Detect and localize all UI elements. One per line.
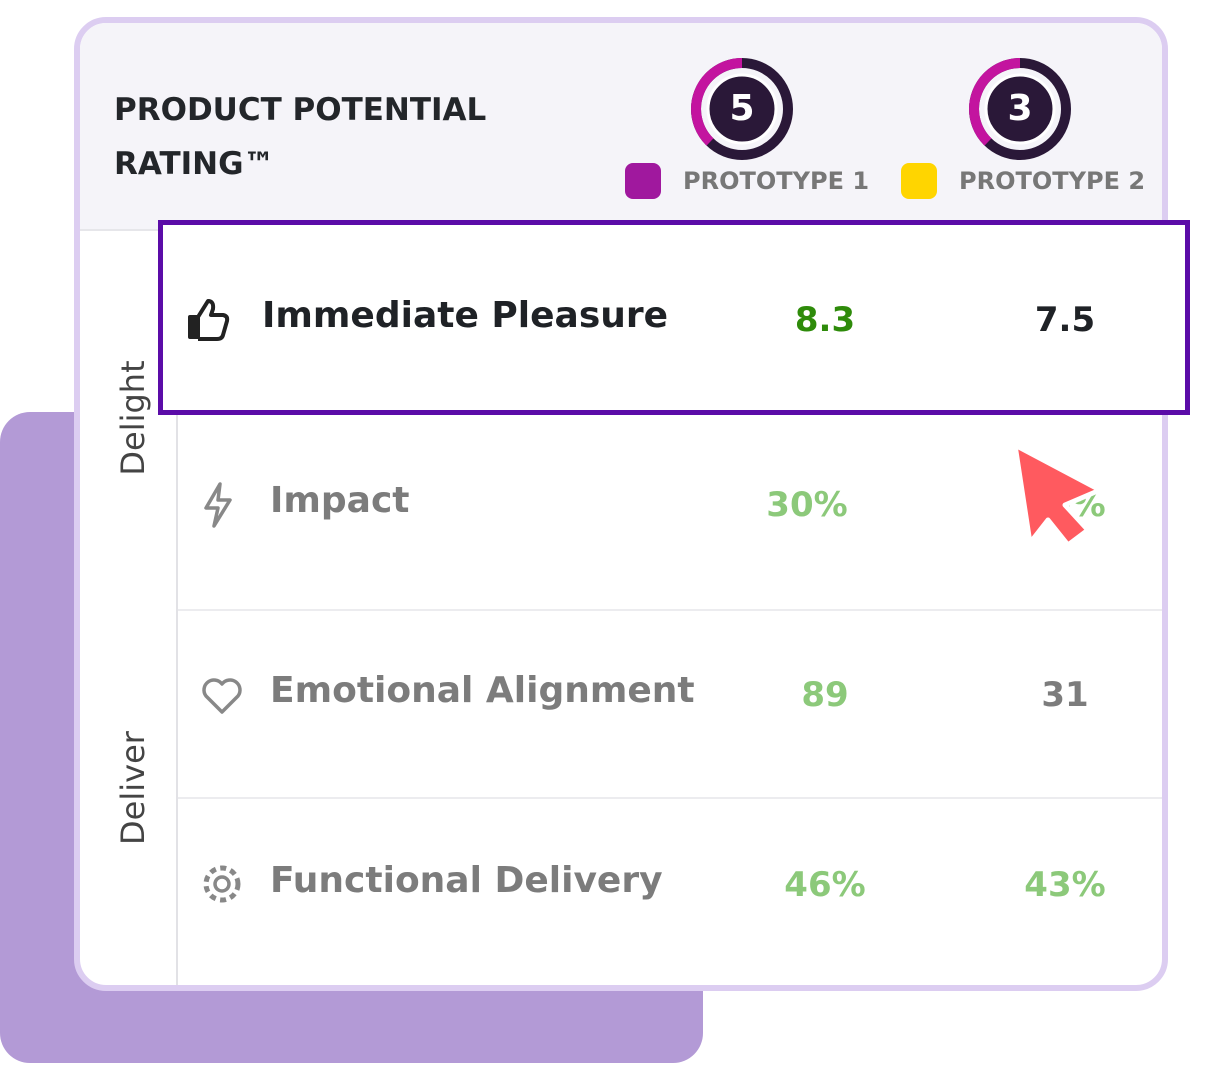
- score-gauge: 3: [966, 55, 1074, 163]
- row-value: 43%: [1024, 865, 1106, 905]
- gauge-ring: [691, 58, 793, 160]
- score-gauge: 5: [688, 55, 796, 163]
- divider: [176, 231, 178, 985]
- row-label: Immediate Pleasure: [262, 295, 669, 336]
- row-label: Functional Delivery: [270, 860, 663, 901]
- row-value: 8.3: [794, 300, 856, 340]
- cursor: [1012, 442, 1103, 548]
- row-label: Emotional Alignment: [270, 670, 695, 711]
- highlight-row[interactable]: [158, 220, 1190, 415]
- row-icon: [198, 670, 248, 724]
- group-label: Delight: [114, 360, 152, 476]
- row-value: 31: [1041, 675, 1089, 715]
- gauge-score: 5: [729, 88, 755, 129]
- row-icon: [198, 480, 248, 534]
- row-value: 30%: [766, 485, 848, 525]
- gauge-ring: [969, 58, 1071, 160]
- row-label: Impact: [270, 480, 410, 521]
- legend-item: PROTOTYPE 2: [901, 163, 1145, 199]
- row-icon: [186, 295, 236, 349]
- group-label: Deliver: [114, 731, 152, 845]
- gauge-score: 3: [1007, 88, 1033, 129]
- legend-swatch: [625, 163, 661, 199]
- row-value: 7.5: [1034, 300, 1096, 340]
- legend-swatch: [901, 163, 937, 199]
- divider: [178, 797, 1162, 799]
- legend-label: PROTOTYPE 2: [959, 167, 1146, 195]
- row-value: 89: [801, 675, 849, 715]
- row-value: 46%: [784, 865, 866, 905]
- legend-item: PROTOTYPE 1: [625, 163, 869, 199]
- rating-card: PRODUCT POTENTIAL RATING™ Delight Delive…: [74, 17, 1168, 991]
- divider: [178, 609, 1162, 611]
- legend-label: PROTOTYPE 1: [683, 167, 870, 195]
- row-icon: [198, 860, 248, 914]
- card-title: PRODUCT POTENTIAL RATING™: [114, 92, 487, 182]
